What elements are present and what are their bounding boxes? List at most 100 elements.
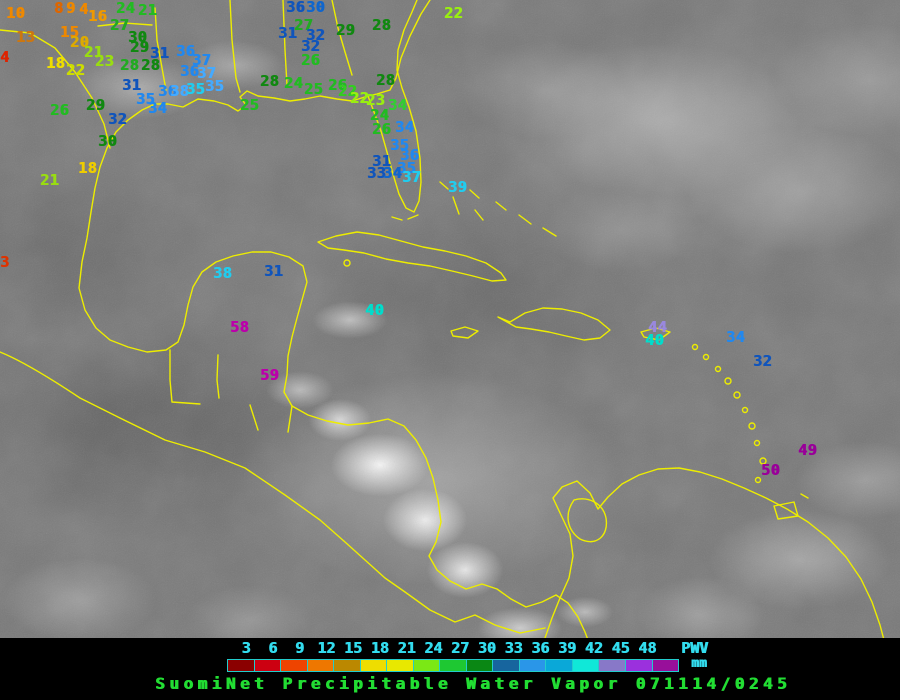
station-value: 16 [88,7,108,25]
station-value: 31 [372,152,392,170]
station-value: 30 [306,0,326,16]
station-value: 35 [186,80,206,98]
station-value: 24 [370,106,390,124]
product-title: SuomiNet Precipitable Water Vapor 071114… [155,674,791,693]
mm-unit-label: mm [691,656,707,671]
station-value: 20 [70,33,90,51]
colorbar-tick: 36 [531,639,550,657]
colorbar-segment [572,660,600,671]
station-value: 49 [798,441,818,459]
station-value: 37 [402,168,422,186]
colorbar [227,659,679,672]
station-value: 30 [128,28,148,46]
station-value: 23 [95,52,115,70]
station-value: 21 [138,1,158,19]
colorbar-segment [334,660,361,671]
colorbar-tick: 21 [397,639,416,657]
station-value: 26 [301,51,321,69]
station-value: 39 [448,178,468,196]
colorbar-tick: 33 [504,639,523,657]
station-value: 31 [150,44,170,62]
colorbar-tick: 48 [638,639,657,657]
station-value: 22 [338,82,358,100]
station-value: 22 [66,61,86,79]
colorbar-segment [519,660,547,671]
station-value: 38 [213,264,233,282]
footer-colorbar-area: 3 6 9 12 15 18 21 24 27 30 33 36 39 42 45 48 PWV mm Suo… [0,638,900,700]
station-value: 29 [86,96,106,114]
station-value: 34 [395,118,415,136]
station-value: 26 [372,120,392,138]
station-value: 33 [367,164,387,182]
station-value: 3 [0,253,10,271]
station-value: 34 [388,96,408,114]
station-value: 28 [141,56,161,74]
station-value: 29 [336,21,356,39]
colorbar-segment [625,660,653,671]
colorbar-tick: 24 [424,639,443,657]
station-value: 21 [40,171,60,189]
colorbar-segment [254,660,282,671]
station-value: 36 [158,82,178,100]
station-value: 50 [761,461,781,479]
station-value: 37 [197,64,217,82]
station-value: 35 [136,90,156,108]
station-value: 37 [192,51,212,69]
station-value: 28 [260,72,280,90]
coastline-svg [0,0,900,638]
station-value: 21 [84,43,104,61]
station-value: 27 [294,16,314,34]
colorbar-tick-row: 3 6 9 12 15 18 21 24 27 30 33 36 39 42 45 48 [0,640,900,656]
station-value: 32 [753,352,773,370]
station-value: 15 [60,23,80,41]
station-value: 36 [176,42,196,60]
station-value: 35 [397,159,417,177]
station-value: 58 [230,318,250,336]
station-value: 22 [444,4,464,22]
colorbar-segment [652,660,679,671]
station-value: 23 [366,91,386,109]
station-value: 59 [260,366,280,384]
station-value: 40 [645,331,665,349]
station-value: 35 [205,77,225,95]
colorbar-segment [281,660,308,671]
station-value: 24 [284,74,304,92]
station-value: 24 [116,0,136,17]
station-value: 35 [390,136,410,154]
station-value: 31 [122,76,142,94]
station-value: 36 [180,62,200,80]
station-value: 9 [66,0,76,17]
station-value: 36 [286,0,306,16]
station-value: 32 [108,110,128,128]
noise-overlay [0,0,900,638]
colorbar-segment [440,660,467,671]
station-value: 4 [0,48,10,66]
colorbar-tick: 12 [317,639,336,657]
colorbar-tick: 45 [611,639,630,657]
station-value: 25 [240,96,260,114]
station-value: 18 [46,54,66,72]
colorbar-tick: 6 [268,639,278,657]
colorbar-segment [387,660,414,671]
station-value: 8 [54,0,64,17]
colorbar-segment [413,660,441,671]
station-value: 29 [130,38,150,56]
station-value: 13 [16,28,36,46]
satellite-image: 10 8 9 4 16 13 15 20 24 21 27 30 29 21 18 23 22 28 28 31 36 3… [0,0,900,638]
station-value: 4 [79,0,89,18]
station-value: 10 [6,4,26,22]
station-value: 40 [365,301,385,319]
station-value: 28 [372,16,392,34]
station-value: 25 [304,80,324,98]
station-value: 31 [264,262,284,280]
station-value: 34 [148,99,168,117]
station-value: 28 [376,71,396,89]
colorbar-tick: 42 [584,639,603,657]
colorbar-tick: 9 [294,639,305,657]
station-value: 26 [50,101,70,119]
station-value: 30 [98,132,118,150]
colorbar-tick: 30 [477,639,496,657]
coastlines [0,0,885,638]
station-value: 38 [170,82,190,100]
